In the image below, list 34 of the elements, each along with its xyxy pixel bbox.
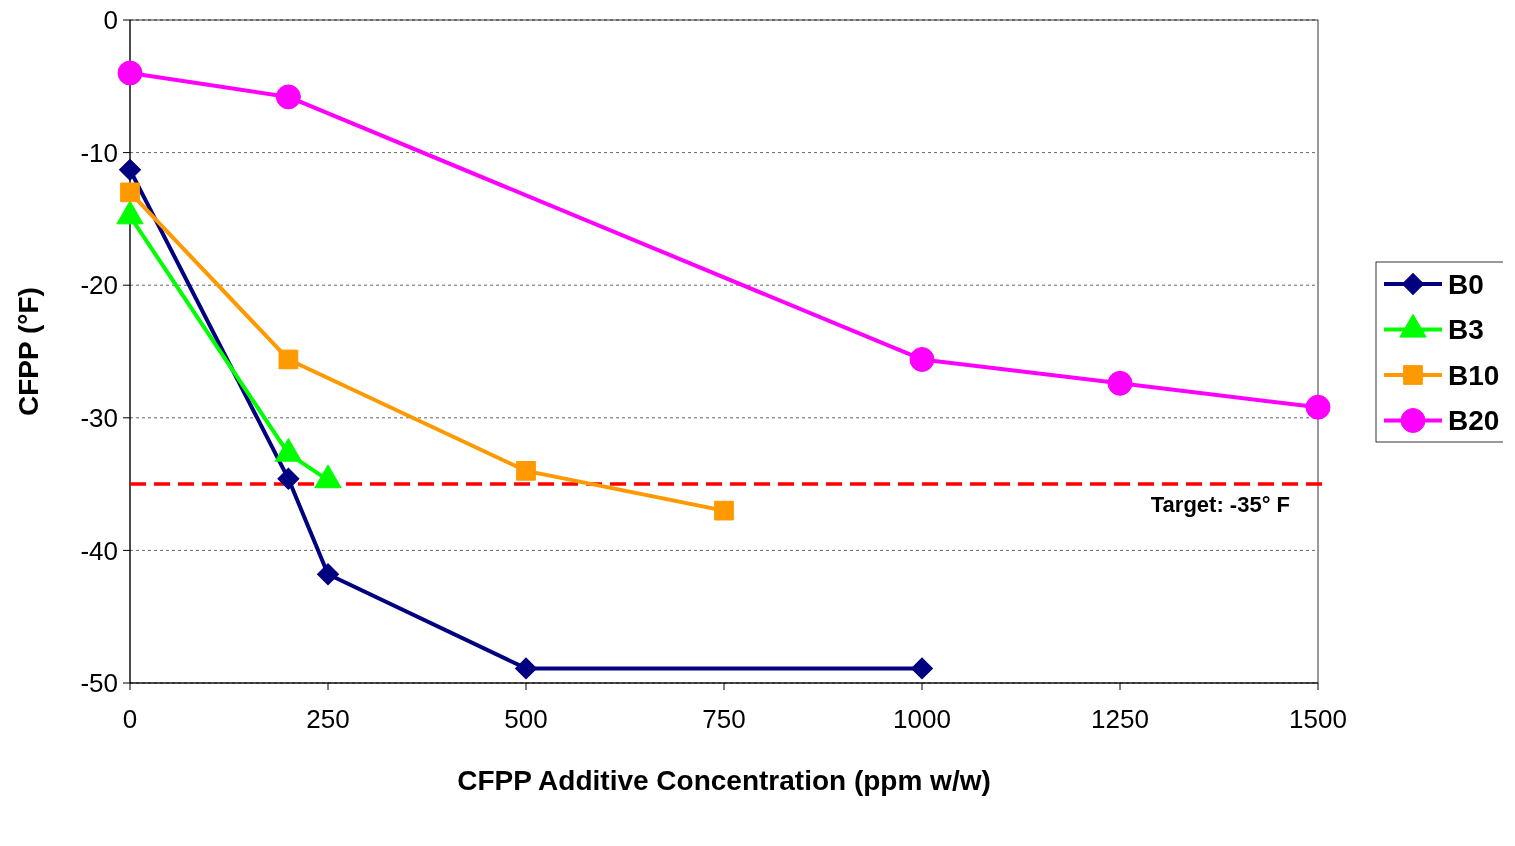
- point: [714, 500, 734, 521]
- point: [119, 158, 141, 181]
- x-tick-label: 250: [306, 704, 350, 734]
- point: [911, 657, 933, 680]
- legend-label: B10: [1448, 359, 1500, 391]
- x-tick-label: 750: [702, 704, 746, 734]
- x-tick-label: 1000: [893, 704, 951, 734]
- point: [117, 60, 143, 86]
- x-tick-label: 1250: [1091, 704, 1149, 734]
- point: [515, 657, 537, 680]
- point: [516, 460, 536, 481]
- point: [277, 467, 300, 490]
- point: [120, 182, 140, 203]
- ref-line-label: Target: -35° F: [1150, 492, 1290, 518]
- x-tick-label: 500: [504, 704, 548, 734]
- y-tick-label: -10: [80, 137, 118, 168]
- x-tick-label: 0: [122, 704, 138, 734]
- y-tick-label: -30: [80, 402, 118, 433]
- x-axis-title: CFPP Additive Concentration (ppm w/w): [457, 765, 991, 796]
- point: [1305, 394, 1331, 420]
- y-tick-label: -50: [80, 668, 118, 699]
- point: [317, 563, 339, 586]
- y-axis-title: CFPP (°F): [13, 287, 44, 416]
- y-tick-label: 0: [103, 5, 118, 36]
- y-tick-label: -40: [80, 535, 118, 566]
- legend-label: B3: [1448, 314, 1484, 346]
- legend-label: B20: [1448, 405, 1500, 437]
- y-tick-label: -20: [80, 270, 118, 301]
- legend-label: B0: [1448, 268, 1484, 300]
- point: [909, 347, 935, 372]
- x-tick-label: 1500: [1289, 704, 1347, 734]
- point: [275, 84, 301, 110]
- point: [278, 349, 299, 370]
- point: [1107, 370, 1133, 396]
